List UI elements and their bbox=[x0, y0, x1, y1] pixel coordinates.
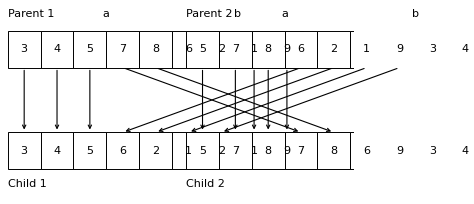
Text: a: a bbox=[103, 9, 109, 19]
FancyBboxPatch shape bbox=[318, 31, 350, 68]
FancyBboxPatch shape bbox=[8, 132, 41, 169]
Text: 2: 2 bbox=[218, 44, 225, 54]
Text: 8: 8 bbox=[264, 44, 272, 54]
FancyBboxPatch shape bbox=[219, 31, 252, 68]
FancyBboxPatch shape bbox=[139, 132, 172, 169]
Text: 7: 7 bbox=[119, 44, 126, 54]
FancyBboxPatch shape bbox=[284, 31, 318, 68]
Text: 8: 8 bbox=[330, 146, 337, 156]
FancyBboxPatch shape bbox=[271, 31, 303, 68]
Text: b: b bbox=[234, 9, 241, 19]
Text: 4: 4 bbox=[462, 44, 469, 54]
FancyBboxPatch shape bbox=[383, 132, 416, 169]
FancyBboxPatch shape bbox=[172, 31, 205, 68]
FancyBboxPatch shape bbox=[186, 31, 219, 68]
FancyBboxPatch shape bbox=[139, 31, 172, 68]
FancyBboxPatch shape bbox=[73, 31, 106, 68]
FancyBboxPatch shape bbox=[237, 31, 271, 68]
Text: Child 2: Child 2 bbox=[186, 179, 225, 189]
Text: 2: 2 bbox=[218, 146, 225, 156]
Text: 3: 3 bbox=[429, 146, 436, 156]
Text: 1: 1 bbox=[251, 44, 257, 54]
Text: 9: 9 bbox=[396, 44, 403, 54]
FancyBboxPatch shape bbox=[41, 132, 73, 169]
FancyBboxPatch shape bbox=[73, 132, 106, 169]
FancyBboxPatch shape bbox=[252, 132, 284, 169]
Text: Parent 2: Parent 2 bbox=[186, 9, 233, 19]
Text: 3: 3 bbox=[21, 44, 27, 54]
FancyBboxPatch shape bbox=[383, 31, 416, 68]
Text: 1: 1 bbox=[185, 146, 192, 156]
Text: 7: 7 bbox=[232, 146, 239, 156]
Text: 9: 9 bbox=[283, 146, 291, 156]
FancyBboxPatch shape bbox=[449, 132, 474, 169]
Text: 9: 9 bbox=[396, 146, 403, 156]
FancyBboxPatch shape bbox=[350, 31, 383, 68]
FancyBboxPatch shape bbox=[416, 31, 449, 68]
Text: 8: 8 bbox=[152, 44, 159, 54]
Text: 6: 6 bbox=[185, 44, 192, 54]
FancyBboxPatch shape bbox=[237, 132, 271, 169]
Text: 4: 4 bbox=[54, 146, 61, 156]
FancyBboxPatch shape bbox=[284, 132, 318, 169]
Text: 6: 6 bbox=[363, 146, 370, 156]
Text: 7: 7 bbox=[298, 146, 305, 156]
FancyBboxPatch shape bbox=[416, 132, 449, 169]
Text: b: b bbox=[412, 9, 419, 19]
Text: 7: 7 bbox=[232, 44, 239, 54]
Text: 6: 6 bbox=[298, 44, 305, 54]
Text: 8: 8 bbox=[264, 146, 272, 156]
Text: 6: 6 bbox=[119, 146, 126, 156]
FancyBboxPatch shape bbox=[106, 132, 139, 169]
Text: 3: 3 bbox=[429, 44, 436, 54]
FancyBboxPatch shape bbox=[449, 31, 474, 68]
Text: 4: 4 bbox=[462, 146, 469, 156]
FancyBboxPatch shape bbox=[8, 31, 41, 68]
Text: Parent 1: Parent 1 bbox=[8, 9, 54, 19]
Text: 9: 9 bbox=[283, 44, 291, 54]
Text: a: a bbox=[281, 9, 288, 19]
FancyBboxPatch shape bbox=[318, 132, 350, 169]
FancyBboxPatch shape bbox=[271, 132, 303, 169]
Text: 1: 1 bbox=[251, 146, 257, 156]
Text: 5: 5 bbox=[86, 146, 93, 156]
FancyBboxPatch shape bbox=[205, 132, 237, 169]
Text: 4: 4 bbox=[54, 44, 61, 54]
FancyBboxPatch shape bbox=[219, 132, 252, 169]
Text: 5: 5 bbox=[199, 44, 206, 54]
Text: 5: 5 bbox=[199, 146, 206, 156]
Text: 2: 2 bbox=[330, 44, 337, 54]
Text: 5: 5 bbox=[86, 44, 93, 54]
FancyBboxPatch shape bbox=[172, 132, 205, 169]
FancyBboxPatch shape bbox=[350, 132, 383, 169]
FancyBboxPatch shape bbox=[41, 31, 73, 68]
Text: Child 1: Child 1 bbox=[8, 179, 46, 189]
FancyBboxPatch shape bbox=[186, 132, 219, 169]
Text: 3: 3 bbox=[21, 146, 27, 156]
FancyBboxPatch shape bbox=[252, 31, 284, 68]
FancyBboxPatch shape bbox=[106, 31, 139, 68]
FancyBboxPatch shape bbox=[205, 31, 237, 68]
Text: 1: 1 bbox=[363, 44, 370, 54]
Text: 2: 2 bbox=[152, 146, 159, 156]
